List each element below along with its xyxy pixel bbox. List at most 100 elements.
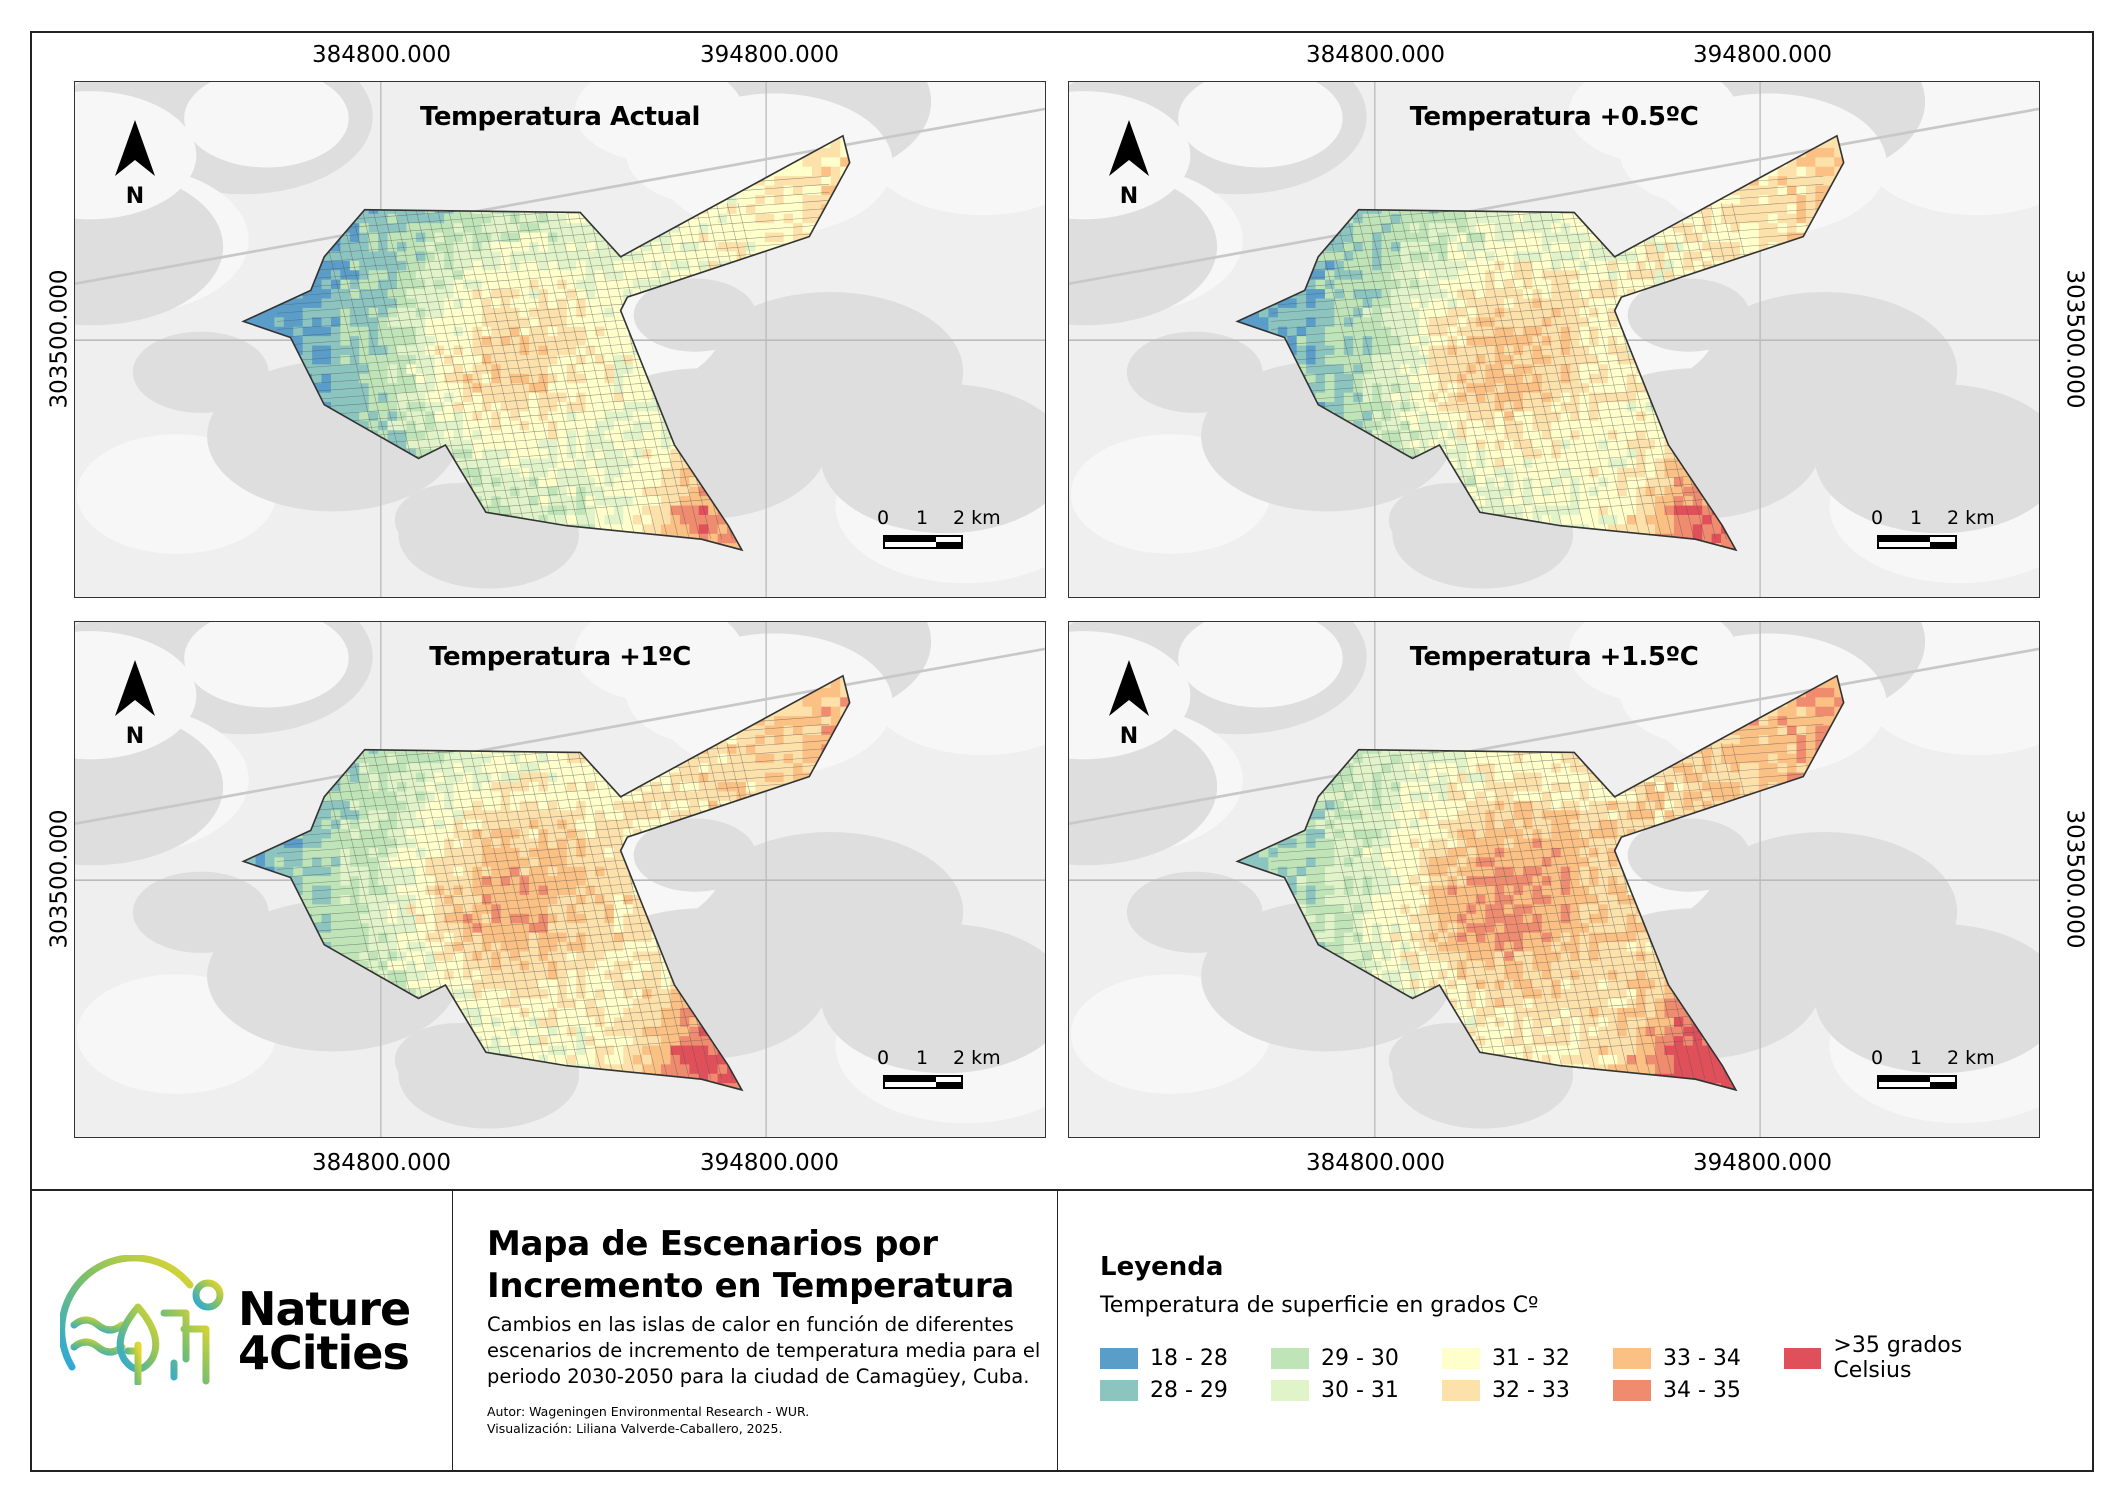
- temperature-cell: [1353, 533, 1364, 544]
- temperature-cell: [472, 449, 483, 460]
- temperature-cell: [1315, 354, 1326, 365]
- temperature-cell: [321, 194, 332, 205]
- temperature-cell: [566, 458, 577, 469]
- temperature-cell: [510, 157, 521, 168]
- temperature-cell: [1541, 449, 1552, 460]
- temperature-cell: [519, 213, 530, 224]
- temperature-cell: [1541, 317, 1552, 328]
- temperature-cell: [1390, 213, 1401, 224]
- temperature-cell: [1579, 213, 1590, 224]
- temperature-cell: [1466, 439, 1477, 450]
- temperature-cell: [585, 543, 596, 550]
- temperature-cell: [1315, 514, 1326, 525]
- temperature-cell: [519, 166, 530, 177]
- temperature-cell: [1541, 298, 1552, 309]
- temperature-cell: [1513, 307, 1524, 318]
- temperature-cell: [642, 467, 653, 478]
- temperature-cell: [500, 449, 511, 460]
- temperature-cell: [1523, 298, 1533, 309]
- temperature-cell: [1475, 345, 1486, 356]
- temperature-cell: [283, 345, 294, 356]
- temperature-cell: [500, 223, 511, 234]
- temperature-cell: [613, 298, 624, 309]
- temperature-cell: [1579, 345, 1590, 356]
- temperature-cell: [1532, 185, 1543, 196]
- temperature-cell: [1523, 317, 1533, 328]
- temperature-cell: [1589, 326, 1599, 337]
- temperature-cell: [1353, 402, 1364, 412]
- temperature-cell: [613, 317, 624, 328]
- temperature-cell: [1409, 336, 1420, 347]
- temperature-cell: [387, 345, 398, 356]
- temperature-cell: [340, 317, 351, 328]
- temperature-cell: [1438, 298, 1449, 309]
- temperature-cell: [1381, 157, 1392, 168]
- temperature-cell: [415, 204, 426, 215]
- temperature-cell: [1334, 232, 1345, 243]
- temperature-cell: [566, 336, 577, 347]
- map-panel-actual[interactable]: Temperatura Actual N 0 1 2 km: [74, 81, 1046, 598]
- temperature-cell: [1419, 270, 1430, 281]
- temperature-cell: [811, 147, 822, 158]
- temperature-cell: [670, 242, 681, 252]
- temperature-cell: [1560, 373, 1571, 384]
- temperature-cell: [293, 270, 304, 281]
- temperature-cell: [557, 317, 568, 328]
- temperature-cell: [510, 232, 521, 243]
- temperature-cell: [312, 553, 322, 563]
- temperature-cell: [1589, 486, 1599, 497]
- temperature-cell: [406, 157, 417, 168]
- temperature-cell: [595, 260, 605, 271]
- temperature-cell: [623, 364, 634, 375]
- temperature-cell: [1504, 223, 1515, 234]
- temperature-cell: [1494, 505, 1505, 516]
- temperature-cell: [1485, 213, 1496, 224]
- temperature-cell: [538, 176, 549, 187]
- temperature-cell: [698, 543, 709, 550]
- temperature-cell: [369, 553, 379, 563]
- temperature-cell: [1296, 270, 1307, 281]
- temperature-cell: [1589, 345, 1599, 356]
- temperature-cell: [793, 232, 804, 243]
- temperature-cell: [434, 157, 445, 168]
- temperature-cell: [1447, 364, 1458, 375]
- temperature-cell: [717, 533, 728, 544]
- temperature-cell: [1579, 157, 1590, 168]
- temperature-cell: [811, 213, 822, 224]
- temperature-cell: [538, 157, 549, 168]
- temperature-cell: [1343, 524, 1354, 535]
- temperature-cell: [406, 223, 417, 234]
- temperature-cell: [1485, 157, 1496, 168]
- temperature-cell: [500, 157, 511, 168]
- temperature-cell: [1287, 232, 1298, 243]
- temperature-cell: [689, 232, 700, 243]
- temperature-cell: [1560, 307, 1571, 318]
- temperature-cell: [1457, 251, 1467, 262]
- temperature-cell: [670, 458, 681, 469]
- temperature-cell: [340, 307, 351, 318]
- temperature-cell: [1494, 270, 1505, 281]
- temperature-cell: [1268, 204, 1279, 215]
- temperature-cell: [1457, 260, 1467, 271]
- temperature-cell: [1570, 138, 1581, 149]
- temperature-cell: [500, 166, 511, 177]
- temperature-cell: [1372, 430, 1383, 441]
- temperature-cell: [566, 354, 577, 365]
- temperature-cell: [1589, 166, 1599, 177]
- temperature-cell: [1334, 392, 1345, 403]
- temperature-cell: [1560, 345, 1571, 356]
- temperature-cell: [378, 242, 389, 252]
- temperature-cell: [256, 553, 266, 563]
- temperature-cell: [1315, 373, 1326, 384]
- temperature-cell: [755, 223, 766, 234]
- temperature-cell: [1353, 232, 1364, 243]
- temperature-cell: [463, 260, 473, 271]
- temperature-cell: [243, 298, 247, 309]
- temperature-cell: [274, 232, 285, 243]
- temperature-cell: [1560, 298, 1571, 309]
- map-panel-plus-0-5[interactable]: Temperatura +0.5ºC N 0 1 2 km: [1068, 81, 2040, 598]
- temperature-cell: [1579, 430, 1590, 441]
- temperature-cell: [642, 439, 653, 450]
- temperature-cell: [1306, 336, 1317, 347]
- temperature-cell: [1268, 317, 1279, 328]
